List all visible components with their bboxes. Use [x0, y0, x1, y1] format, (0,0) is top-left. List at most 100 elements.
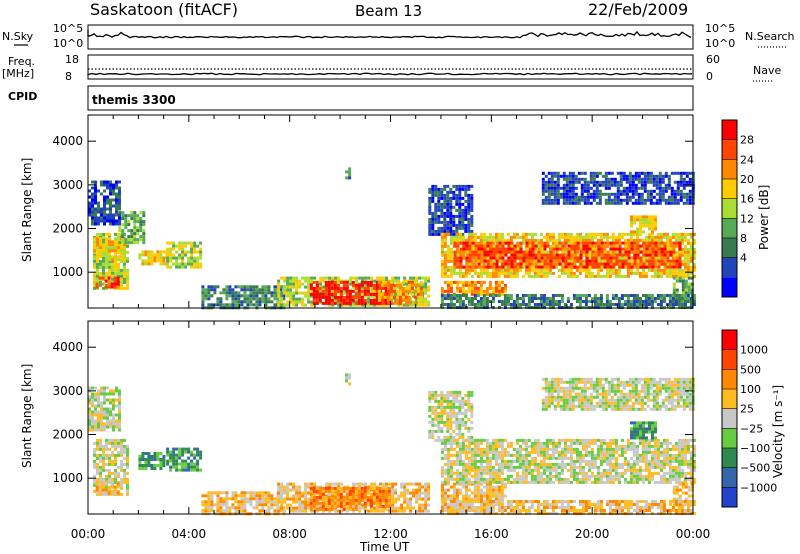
heatmap-cell	[126, 274, 129, 278]
heatmap-cell	[584, 271, 588, 275]
heatmap-cell	[96, 232, 99, 236]
heatmap-cell	[309, 292, 313, 296]
heatmap-cell	[166, 462, 170, 466]
heatmap-cell	[642, 230, 645, 234]
heatmap-cell	[595, 189, 599, 193]
heatmap-cell	[464, 283, 468, 287]
heatmap-cell	[645, 218, 648, 222]
heatmap-cell	[507, 250, 511, 254]
heatmap-cell	[354, 286, 358, 290]
heatmap-cell	[121, 229, 125, 233]
heatmap-cell	[546, 244, 550, 248]
heatmap-cell	[491, 259, 495, 263]
heatmap-cell	[497, 268, 501, 272]
heatmap-cell	[434, 202, 438, 206]
heatmap-cell	[449, 220, 453, 224]
heatmap-cell	[685, 201, 689, 205]
heatmap-cell	[600, 241, 604, 245]
heatmap-cell	[548, 235, 552, 239]
heatmap-cell	[595, 180, 599, 184]
heatmap-cell	[673, 198, 677, 202]
heatmap-cell	[648, 218, 651, 222]
heatmap-cell	[207, 509, 211, 513]
heatmap-cell	[360, 280, 364, 284]
heatmap-cell	[541, 192, 545, 196]
heatmap-cell	[545, 238, 549, 242]
heatmap-cell	[112, 416, 115, 420]
heatmap-cell	[261, 506, 265, 510]
heatmap-cell	[654, 241, 658, 245]
heatmap-cell	[547, 180, 551, 184]
heatmap-cell	[644, 262, 648, 266]
heatmap-cell	[614, 244, 618, 248]
heatmap-cell	[327, 286, 331, 290]
heatmap-cell	[528, 256, 532, 260]
heatmap-cell	[187, 468, 191, 472]
heatmap-cell	[545, 268, 549, 272]
heatmap-cell	[588, 247, 592, 251]
heatmap-cell	[112, 392, 115, 396]
heatmap-cell	[97, 201, 100, 205]
heatmap-cell	[106, 425, 109, 429]
heatmap-cell	[662, 271, 666, 275]
heatmap-cell	[580, 189, 584, 193]
heatmap-cell	[264, 285, 268, 289]
heatmap-cell	[619, 180, 623, 184]
heatmap-cell	[651, 241, 655, 245]
heatmap-cell	[653, 238, 657, 242]
heatmap-cell	[527, 300, 531, 303]
heatmap-cell	[193, 447, 197, 451]
heatmap-cell	[640, 180, 644, 184]
heatmap-cell	[118, 195, 121, 199]
heatmap-cell	[312, 280, 316, 284]
heatmap-cell	[184, 250, 188, 254]
heatmap-cell	[605, 235, 609, 239]
heatmap-cell	[612, 265, 616, 269]
heatmap-cell	[547, 192, 551, 196]
heatmap-cell	[440, 211, 444, 215]
heatmap-cell	[446, 220, 450, 224]
heatmap-cell	[590, 247, 594, 251]
heatmap-cell	[153, 452, 157, 455]
heatmap-cell	[289, 300, 293, 304]
heatmap-cell	[653, 297, 657, 300]
heatmap-cell	[553, 174, 557, 178]
heatmap-cell	[542, 235, 546, 239]
heatmap-cell	[431, 196, 435, 200]
heatmap-cell	[498, 256, 502, 260]
heatmap-cell	[596, 256, 600, 260]
heatmap-cell	[633, 256, 637, 260]
heatmap-cell	[440, 226, 444, 230]
heatmap-cell	[663, 253, 667, 257]
heatmap-cell	[424, 276, 428, 280]
heatmap-cell	[409, 276, 413, 280]
heatmap-cell	[524, 294, 528, 297]
heatmap-cell	[443, 229, 447, 233]
heatmap-cell	[255, 303, 259, 307]
heatmap-cell	[373, 294, 377, 298]
heatmap-cell	[225, 288, 229, 292]
heatmap-cell	[504, 250, 508, 254]
heatmap-cell	[114, 268, 117, 272]
heatmap-cell	[591, 259, 595, 263]
heatmap-cell	[99, 465, 102, 469]
heatmap-cell	[100, 210, 103, 214]
heatmap-cell	[267, 506, 271, 510]
heatmap-cell	[388, 303, 392, 307]
heatmap-cell	[322, 509, 326, 513]
heatmap-cell	[286, 506, 290, 510]
heatmap-cell	[376, 276, 380, 280]
heatmap-cell	[440, 232, 444, 236]
heatmap-cell	[476, 235, 480, 239]
heatmap-cell	[138, 455, 142, 458]
heatmap-cell	[686, 250, 690, 254]
heatmap-cell	[237, 503, 241, 507]
heatmap-cell	[201, 303, 205, 307]
heatmap-cell	[554, 241, 558, 245]
heatmap-cell	[614, 274, 618, 278]
heatmap-cell	[93, 480, 96, 484]
heatmap-cell	[109, 183, 112, 187]
heatmap-cell	[384, 298, 388, 302]
heatmap-cell	[494, 286, 498, 290]
heatmap-cell	[286, 491, 290, 495]
